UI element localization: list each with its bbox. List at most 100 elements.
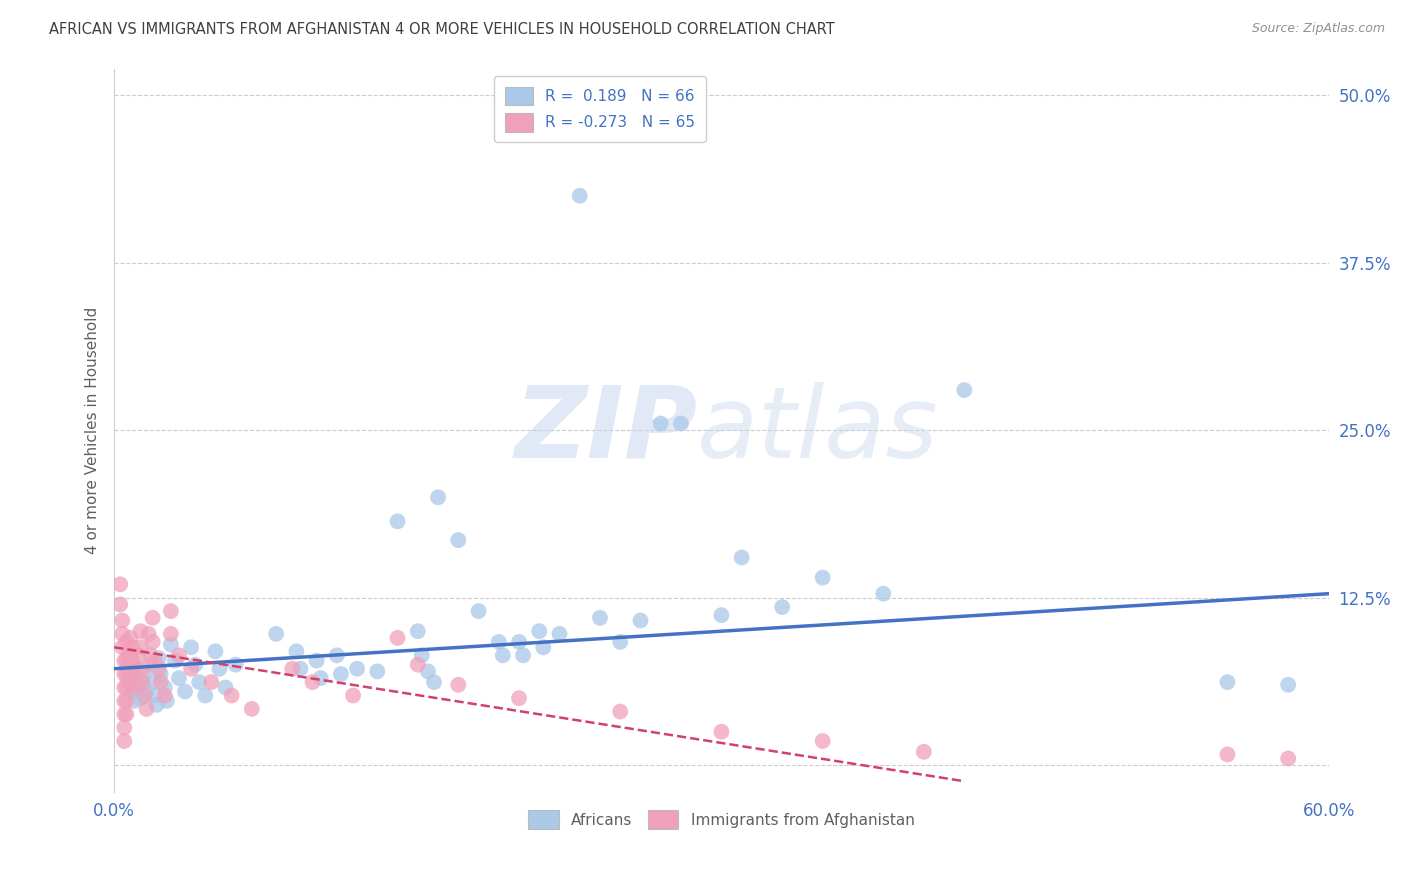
Point: [326, 648, 349, 663]
Point: [129, 624, 152, 639]
Point: [184, 657, 207, 672]
Point: [129, 691, 152, 706]
Point: [630, 614, 652, 628]
Point: [143, 654, 166, 668]
Point: [160, 638, 183, 652]
Point: [120, 671, 142, 685]
Point: [121, 654, 143, 668]
Point: [135, 684, 157, 698]
Point: [609, 635, 631, 649]
Point: [125, 675, 148, 690]
Point: [264, 627, 287, 641]
Point: [134, 667, 156, 681]
Point: [467, 604, 489, 618]
Point: [423, 675, 446, 690]
Point: [406, 624, 429, 639]
Legend: Africans, Immigrants from Afghanistan: Africans, Immigrants from Afghanistan: [522, 804, 921, 835]
Point: [200, 675, 222, 690]
Point: [112, 734, 135, 748]
Point: [1216, 747, 1239, 762]
Point: [180, 662, 202, 676]
Point: [194, 689, 217, 703]
Point: [180, 640, 202, 655]
Point: [492, 648, 515, 663]
Point: [117, 675, 139, 690]
Point: [1277, 678, 1299, 692]
Point: [1216, 675, 1239, 690]
Point: [508, 635, 530, 649]
Point: [730, 550, 752, 565]
Point: [117, 662, 139, 676]
Point: [139, 657, 162, 672]
Point: [531, 640, 554, 655]
Point: [115, 694, 138, 708]
Point: [112, 667, 135, 681]
Point: [387, 631, 409, 645]
Point: [112, 721, 135, 735]
Point: [548, 627, 571, 641]
Point: [112, 707, 135, 722]
Point: [174, 684, 197, 698]
Point: [131, 675, 153, 690]
Point: [142, 635, 165, 649]
Point: [124, 694, 146, 708]
Point: [221, 689, 243, 703]
Point: [112, 654, 135, 668]
Text: AFRICAN VS IMMIGRANTS FROM AFGHANISTAN 4 OR MORE VEHICLES IN HOUSEHOLD CORRELATI: AFRICAN VS IMMIGRANTS FROM AFGHANISTAN 4…: [49, 22, 835, 37]
Point: [167, 648, 190, 663]
Point: [411, 648, 433, 663]
Point: [117, 648, 139, 663]
Point: [115, 654, 138, 668]
Point: [669, 417, 692, 431]
Point: [111, 627, 134, 641]
Point: [149, 675, 172, 690]
Text: ZIP: ZIP: [515, 382, 697, 479]
Point: [301, 675, 323, 690]
Point: [124, 662, 146, 676]
Point: [112, 681, 135, 695]
Point: [366, 665, 388, 679]
Point: [488, 635, 510, 649]
Point: [811, 734, 834, 748]
Point: [121, 667, 143, 681]
Point: [285, 644, 308, 658]
Point: [120, 662, 142, 676]
Point: [872, 587, 894, 601]
Point: [131, 662, 153, 676]
Point: [115, 681, 138, 695]
Point: [406, 657, 429, 672]
Point: [208, 662, 231, 676]
Point: [129, 640, 152, 655]
Text: atlas: atlas: [697, 382, 939, 479]
Point: [609, 705, 631, 719]
Point: [134, 689, 156, 703]
Point: [160, 627, 183, 641]
Point: [710, 608, 733, 623]
Point: [225, 657, 247, 672]
Point: [139, 648, 162, 663]
Point: [811, 571, 834, 585]
Point: [309, 671, 332, 685]
Point: [240, 702, 263, 716]
Point: [125, 662, 148, 676]
Point: [346, 662, 368, 676]
Point: [912, 745, 935, 759]
Point: [568, 188, 591, 202]
Point: [508, 691, 530, 706]
Point: [770, 600, 793, 615]
Point: [124, 684, 146, 698]
Point: [120, 631, 142, 645]
Point: [163, 654, 186, 668]
Point: [447, 678, 470, 692]
Point: [387, 514, 409, 528]
Point: [512, 648, 534, 663]
Point: [112, 694, 135, 708]
Point: [305, 654, 328, 668]
Point: [143, 689, 166, 703]
Point: [110, 577, 132, 591]
Point: [115, 635, 138, 649]
Point: [120, 648, 142, 663]
Text: Source: ZipAtlas.com: Source: ZipAtlas.com: [1251, 22, 1385, 36]
Point: [710, 724, 733, 739]
Point: [290, 662, 312, 676]
